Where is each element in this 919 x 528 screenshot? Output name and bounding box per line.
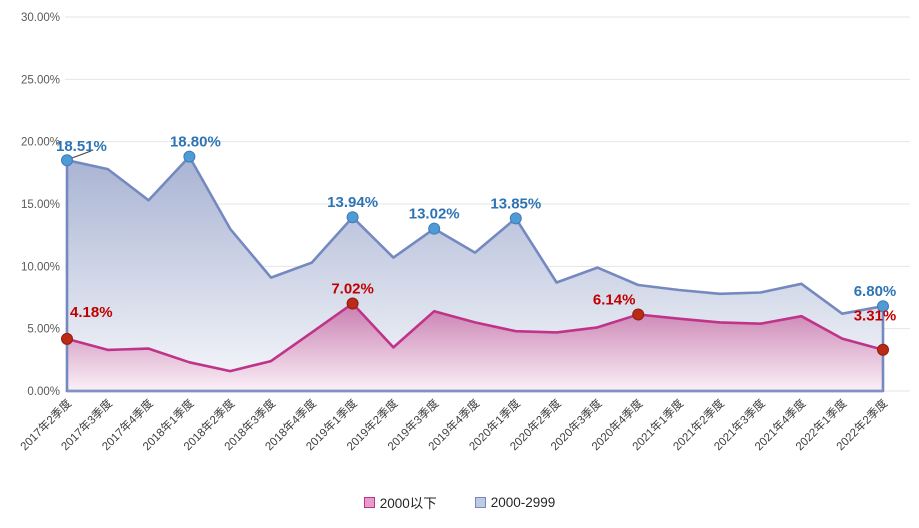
legend-swatch-pink — [363, 496, 375, 508]
marker-2000-2999 — [428, 222, 441, 235]
legend-item-2000-below[interactable]: 2000以下 — [363, 492, 437, 512]
legend: 2000以下 2000-2999 — [0, 492, 919, 512]
y-axis-tick-label: 20.00% — [21, 137, 60, 149]
y-axis-tick-label: 5.00% — [27, 324, 60, 336]
marker-2000-below — [346, 297, 359, 310]
label-leader-line — [71, 150, 92, 159]
y-axis-tick-label: 0.00% — [27, 386, 60, 398]
data-label: 6.14% — [593, 291, 636, 308]
y-axis-tick-label: 15.00% — [21, 199, 60, 211]
marker-2000-2999 — [509, 212, 522, 225]
y-axis-tick-label: 25.00% — [21, 74, 60, 86]
marker-2000-2999 — [346, 211, 359, 224]
marker-2000-below — [877, 343, 889, 356]
data-label: 3.31% — [854, 308, 897, 325]
marker-2000-below — [632, 308, 645, 321]
data-label: 4.18% — [70, 304, 113, 321]
marker-2000-2999 — [61, 154, 73, 167]
data-label: 18.80% — [170, 134, 221, 151]
y-axis-tick-label: 30.00% — [21, 12, 60, 24]
marker-2000-2999 — [877, 300, 889, 313]
legend-label-2000-below: 2000以下 — [379, 496, 437, 511]
data-label: 13.02% — [409, 206, 460, 223]
legend-item-2000-2999[interactable]: 2000-2999 — [474, 494, 556, 510]
legend-label-2000-2999: 2000-2999 — [490, 494, 556, 510]
legend-swatch-blue — [474, 496, 486, 508]
data-label: 13.85% — [490, 195, 541, 212]
y-axis-tick-label: 10.00% — [21, 261, 60, 273]
data-label: 6.80% — [854, 283, 897, 300]
marker-2000-2999 — [183, 150, 196, 163]
data-label: 13.94% — [327, 194, 378, 211]
line-2000-2999 — [65, 155, 885, 393]
area-2000-below — [67, 303, 883, 391]
data-label: 7.02% — [331, 280, 374, 297]
marker-2000-below — [61, 332, 73, 345]
data-label: 18.51% — [56, 138, 107, 155]
line-2000-below — [66, 302, 884, 373]
